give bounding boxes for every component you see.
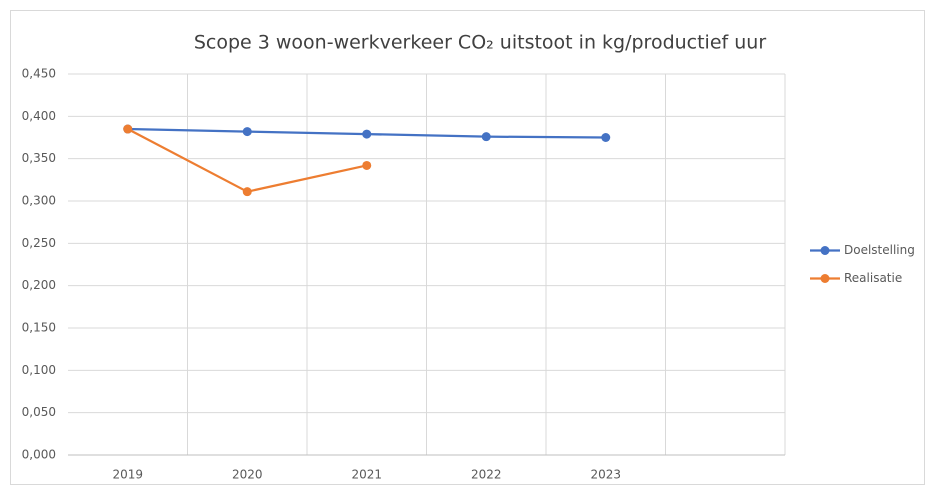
x-tick-label: 2020 — [232, 468, 263, 482]
y-tick-label: 0,100 — [22, 363, 56, 377]
legend-label: Doelstelling — [844, 243, 915, 257]
legend-marker — [820, 246, 830, 255]
x-tick-label: 2019 — [112, 468, 143, 482]
data-point — [362, 129, 372, 139]
y-tick-label: 0,350 — [22, 151, 56, 165]
x-tick-label: 2021 — [351, 468, 382, 482]
data-point — [123, 124, 133, 134]
y-tick-label: 0,400 — [22, 109, 56, 123]
y-tick-label: 0,200 — [22, 278, 56, 292]
legend-label: Realisatie — [844, 271, 902, 285]
x-tick-label: 2023 — [590, 468, 621, 482]
data-point — [242, 127, 252, 137]
data-point — [601, 133, 611, 142]
data-point — [481, 132, 491, 142]
chart-frame — [10, 10, 925, 485]
y-tick-label: 0,250 — [22, 236, 56, 250]
data-point — [242, 187, 252, 197]
legend-marker — [820, 274, 830, 283]
y-tick-label: 0,150 — [22, 321, 56, 335]
y-tick-label: 0,450 — [22, 67, 56, 81]
data-point — [362, 160, 372, 170]
y-tick-label: 0,000 — [22, 448, 56, 462]
chart-title: Scope 3 woon-werkverkeer CO₂ uitstoot in… — [194, 32, 766, 54]
y-tick-label: 0,300 — [22, 194, 56, 208]
x-tick-label: 2022 — [471, 468, 502, 482]
y-tick-label: 0,050 — [22, 405, 56, 419]
